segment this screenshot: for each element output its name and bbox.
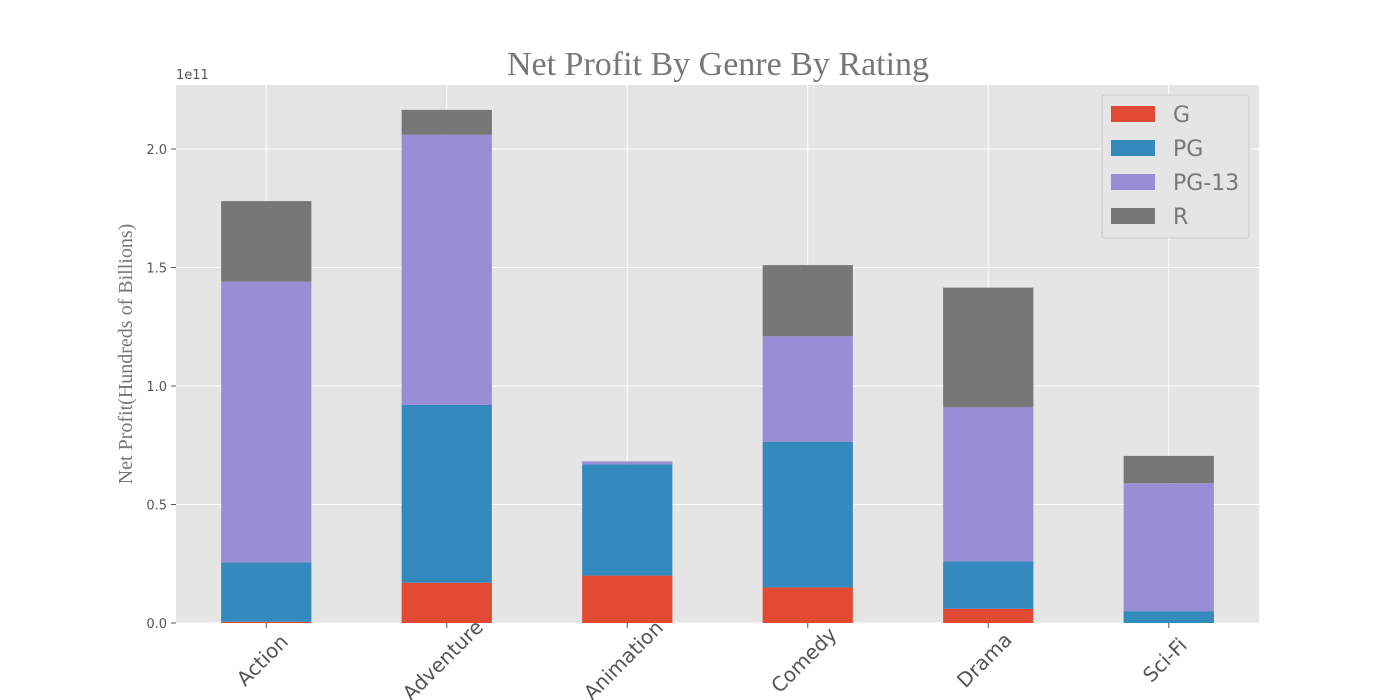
legend-swatch-g bbox=[1111, 106, 1155, 122]
x-ticks: Action Adventure Animation Comedy Drama Sci-F… bbox=[232, 615, 1192, 700]
bar-g-comedy bbox=[762, 587, 853, 623]
x-tick-label: Sci-Fi bbox=[1138, 633, 1192, 687]
bar-pg-13-adventure bbox=[401, 134, 492, 405]
plot-area bbox=[176, 85, 1259, 623]
y-tick-label: 1.0 bbox=[146, 380, 167, 395]
y-tick-label: 2.0 bbox=[146, 143, 167, 158]
bar-pg-sci-fi bbox=[1123, 611, 1214, 623]
y-tick-label: 1.5 bbox=[146, 261, 167, 276]
bar-pg-drama bbox=[943, 561, 1034, 609]
bar-r-sci-fi bbox=[1123, 455, 1214, 484]
y-tick-label: 0.5 bbox=[146, 498, 167, 513]
y-tick-label: 0.0 bbox=[146, 617, 167, 632]
legend-box bbox=[1101, 94, 1250, 239]
bar-pg-comedy bbox=[762, 441, 853, 588]
bar-r-comedy bbox=[762, 265, 853, 337]
legend-swatch-pg-13 bbox=[1111, 174, 1155, 190]
bar-g-drama bbox=[943, 608, 1034, 623]
x-tick-label: Animation bbox=[579, 616, 668, 700]
bar-pg-13-sci-fi bbox=[1123, 483, 1214, 612]
legend-label-pg: PG bbox=[1173, 137, 1203, 162]
chart-title: Net Profit By Genre By Rating bbox=[507, 46, 929, 83]
bar-pg-13-comedy bbox=[762, 336, 853, 442]
bar-r-adventure bbox=[401, 109, 492, 135]
bar-pg-adventure bbox=[401, 404, 492, 583]
x-tick-label: Adventure bbox=[398, 615, 488, 700]
bar-pg-action bbox=[221, 562, 312, 622]
bar-pg-13-animation bbox=[582, 461, 673, 465]
bar-r-action bbox=[221, 201, 312, 282]
bar-pg-13-drama bbox=[943, 407, 1034, 562]
bar-g-action bbox=[221, 621, 312, 623]
legend-swatch-pg bbox=[1111, 140, 1155, 156]
bars bbox=[221, 109, 1214, 623]
bar-pg-13-action bbox=[221, 281, 312, 563]
legend-label-r: R bbox=[1173, 205, 1188, 230]
bar-pg-animation bbox=[582, 464, 673, 576]
legend-label-pg-13: PG-13 bbox=[1173, 171, 1239, 196]
legend-label-g: G bbox=[1173, 103, 1190, 128]
bar-g-adventure bbox=[401, 582, 492, 623]
bar-r-drama bbox=[943, 287, 1034, 408]
y-offset-label: 1e11 bbox=[176, 68, 209, 83]
legend: G PG PG-13 R bbox=[1101, 94, 1250, 239]
y-ticks: 0.0 0.5 1.0 1.5 2.0 bbox=[146, 143, 176, 632]
x-tick-label: Action bbox=[232, 629, 293, 690]
x-tick-label: Drama bbox=[952, 628, 1017, 693]
legend-swatch-r bbox=[1111, 208, 1155, 224]
bar-g-animation bbox=[582, 575, 673, 623]
x-tick-label: Comedy bbox=[766, 622, 841, 697]
y-axis-label: Net Profit(Hundreds of Billions) bbox=[115, 224, 137, 485]
